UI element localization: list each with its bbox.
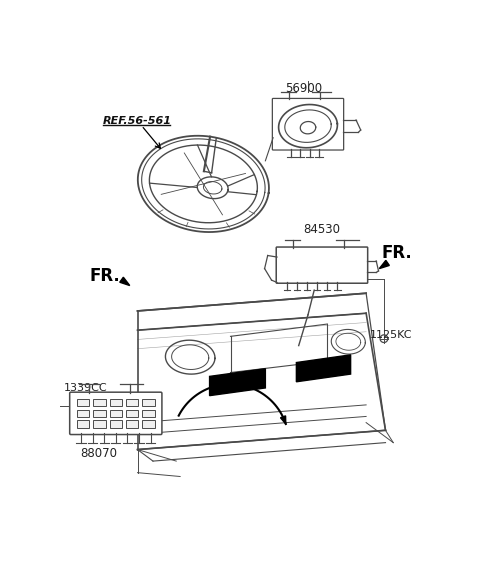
Text: 56900: 56900: [286, 82, 323, 95]
Bar: [126, 409, 138, 417]
Bar: [126, 399, 138, 406]
Bar: [77, 420, 89, 428]
Text: 1125KC: 1125KC: [370, 330, 412, 340]
Bar: [93, 420, 106, 428]
Bar: [109, 420, 122, 428]
Polygon shape: [280, 416, 286, 424]
Polygon shape: [296, 355, 350, 382]
Text: FR.: FR.: [382, 244, 412, 262]
Text: 1339CC: 1339CC: [64, 383, 108, 393]
Bar: [77, 399, 89, 406]
Bar: [109, 399, 122, 406]
Polygon shape: [379, 260, 389, 268]
Text: REF.56-561: REF.56-561: [103, 116, 172, 126]
Polygon shape: [210, 369, 265, 396]
Bar: [93, 399, 106, 406]
Text: FR.: FR.: [89, 267, 120, 286]
FancyBboxPatch shape: [276, 247, 368, 283]
Bar: [142, 420, 155, 428]
Bar: [142, 409, 155, 417]
Bar: [142, 399, 155, 406]
Text: 88070: 88070: [80, 447, 117, 460]
Bar: [77, 409, 89, 417]
Bar: [109, 409, 122, 417]
Text: 84530: 84530: [303, 223, 340, 236]
Bar: [93, 409, 106, 417]
FancyBboxPatch shape: [70, 392, 162, 434]
Bar: [126, 420, 138, 428]
Polygon shape: [120, 277, 130, 286]
